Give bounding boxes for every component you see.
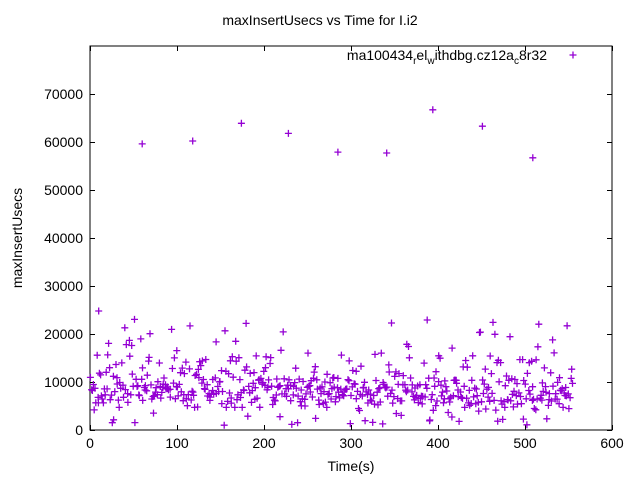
x-axis-title: Time(s) (327, 458, 375, 474)
y-tick-label: 20000 (44, 326, 83, 342)
x-tick-label: 0 (86, 435, 94, 451)
x-tick-label: 600 (600, 435, 624, 451)
legend-plus-marker (569, 51, 577, 59)
axis-ticks (90, 46, 613, 431)
x-tick-label: 100 (165, 435, 189, 451)
y-tick-label: 50000 (44, 182, 83, 198)
legend-text-segment: ithdbg.cz12a (434, 47, 514, 63)
x-tick-label: 200 (252, 435, 276, 451)
scatter-outliers (95, 106, 537, 315)
chart-title: maxInsertUsecs vs Time for I.i2 (222, 12, 418, 28)
plot-border (89, 45, 613, 431)
y-tick-label: 10000 (44, 374, 83, 390)
y-tick-label: 60000 (44, 134, 83, 150)
legend-entry: ma100434relwithdbg.cz12ac8r32 (346, 47, 547, 66)
legend-subscript: r (413, 55, 417, 67)
tick-labels: 0 100 200 300 400 500 600 0 10000 20000 30000 40000… (44, 86, 624, 451)
legend-text-segment: el (416, 47, 428, 63)
y-tick-label: 70000 (44, 86, 83, 102)
legend-subscript: w (427, 55, 435, 67)
x-tick-label: 300 (339, 435, 363, 451)
y-tick-label: 40000 (44, 230, 83, 246)
y-axis-title: maxInsertUsecs (9, 187, 25, 289)
y-tick-label: 0 (75, 422, 83, 438)
legend-text-segment: ma100434 (346, 47, 414, 63)
legend-text-segment: 8r32 (518, 47, 547, 63)
x-tick-label: 400 (426, 435, 450, 451)
x-tick-label: 500 (513, 435, 537, 451)
scatter-cloud (86, 315, 576, 429)
y-tick-label: 30000 (44, 278, 83, 294)
legend-subscript: c (513, 55, 519, 67)
legend-series-label: ma100434relwithdbg.cz12ac8r32 (346, 47, 547, 66)
